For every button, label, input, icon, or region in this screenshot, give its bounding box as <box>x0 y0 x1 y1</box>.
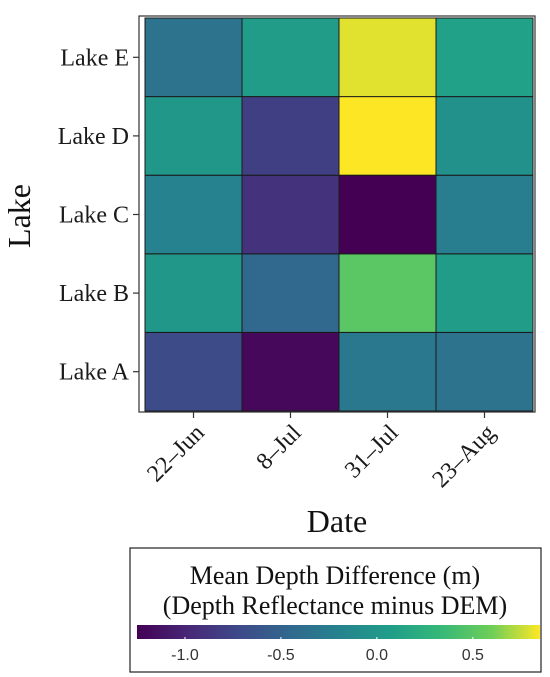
legend-box <box>129 547 542 673</box>
x-tick-label: 23–Aug <box>428 420 501 493</box>
colorbar <box>137 625 540 639</box>
x-tick-label: 31–Jul <box>340 420 404 484</box>
heatmap-cell <box>144 17 243 98</box>
colorbar-tick-label: 0.0 <box>366 647 388 664</box>
heatmap-cell <box>144 331 243 412</box>
y-tick-label: Lake E <box>60 45 129 71</box>
heatmap-cell <box>241 174 340 255</box>
heatmap-cells <box>144 17 534 412</box>
heatmap-cell <box>144 96 243 176</box>
heatmap-cell <box>338 253 437 333</box>
heatmap-cell <box>241 253 340 333</box>
y-tick-label: Lake B <box>59 281 129 307</box>
heatmap-cell <box>435 174 534 255</box>
heatmap-cell <box>435 96 534 176</box>
heatmap-cell <box>241 17 340 98</box>
heatmap-cell <box>338 17 437 98</box>
heatmap-cell <box>338 174 437 255</box>
heatmap-cell <box>241 331 340 412</box>
y-tick-label: Lake D <box>58 124 129 150</box>
heatmap-cell <box>435 17 534 98</box>
heatmap-cell <box>435 331 534 412</box>
colorbar-tick-label: 0.5 <box>462 647 484 664</box>
x-tick-label: 8–Jul <box>252 420 307 475</box>
heatmap-cell <box>144 253 243 333</box>
x-tick-label: 22–Jun <box>142 420 209 487</box>
colorbar-tick-label: -1.0 <box>171 647 199 664</box>
colorbar-ticks: -1.0 -0.5 0.0 0.5 <box>171 637 484 664</box>
y-tick-label: Lake C <box>59 203 129 229</box>
heatmap-cell <box>338 331 437 412</box>
x-axis-title: Date <box>307 503 367 539</box>
legend-title-line2: (Depth Reflectance minus DEM) <box>163 591 507 620</box>
heatmap-cell <box>144 174 243 255</box>
legend-title-line1: Mean Depth Difference (m) <box>190 561 480 590</box>
y-axis-ticks: Lake A Lake B Lake C Lake D Lake E <box>58 45 139 386</box>
x-axis-ticks: 22–Jun 8–Jul 31–Jul 23–Aug <box>142 412 501 493</box>
heatmap-cell <box>338 96 437 176</box>
colorbar-tick-label: -0.5 <box>267 647 295 664</box>
heatmap-cell <box>241 96 340 176</box>
y-tick-label: Lake A <box>59 360 130 386</box>
y-axis-title: Lake <box>1 184 37 248</box>
heatmap-cell <box>435 253 534 333</box>
